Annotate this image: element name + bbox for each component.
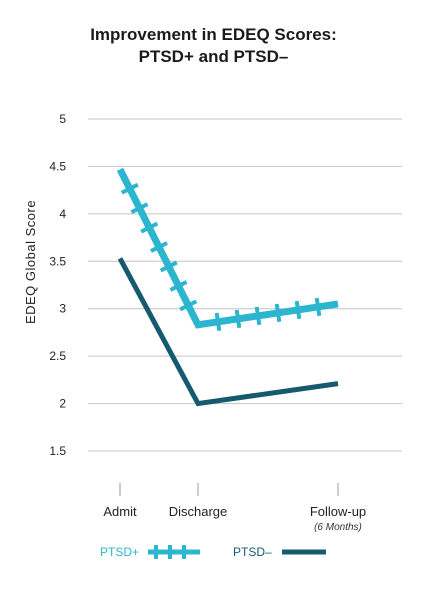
cross-marker xyxy=(120,182,139,195)
y-tick-label: 5 xyxy=(59,112,66,126)
chart-title-line-2: PTSD+ and PTSD– xyxy=(138,47,289,66)
series-markers xyxy=(120,182,198,312)
chart-title: Improvement in EDEQ Scores: PTSD+ and PT… xyxy=(0,24,427,68)
series-line-ptsd-minus xyxy=(117,257,339,407)
series-lines xyxy=(116,167,339,407)
cross-marker xyxy=(214,312,222,332)
y-tick-label: 4 xyxy=(59,207,66,221)
cross-marker xyxy=(234,309,242,329)
series-line-ptsd-plus xyxy=(116,167,339,329)
y-tick-label: 2.5 xyxy=(49,349,66,363)
cross-marker xyxy=(314,297,322,317)
cross-marker xyxy=(140,221,159,234)
x-tick-label: Follow-up xyxy=(310,504,366,519)
cross-marker xyxy=(130,202,149,214)
y-tick-label: 3 xyxy=(59,302,66,316)
x-tick-label: Discharge xyxy=(169,504,228,519)
y-tick-label: 3.5 xyxy=(49,254,66,268)
cross-marker xyxy=(159,260,178,273)
cross-marker xyxy=(169,280,188,292)
cross-marker xyxy=(150,241,168,253)
y-tick-label: 2 xyxy=(59,397,66,411)
legend-label-ptsd-plus: PTSD+ xyxy=(100,545,139,559)
cross-marker xyxy=(254,306,262,326)
y-axis-title: EDEQ Global Score xyxy=(23,200,38,324)
x-axis-ticks: Admit Discharge Follow-up (6 Months) xyxy=(103,483,366,533)
cross-marker xyxy=(274,303,282,323)
cross-marker xyxy=(179,299,198,312)
legend-label-ptsd-minus: PTSD– xyxy=(233,545,272,559)
cross-marker xyxy=(294,300,302,320)
x-tick-sublabel: (6 Months) xyxy=(314,522,362,533)
x-tick-label: Admit xyxy=(103,504,137,519)
y-axis-ticks: 5 4.5 4 3.5 3 2.5 2 1.5 xyxy=(49,112,66,458)
chart-title-line-1: Improvement in EDEQ Scores: xyxy=(90,25,337,44)
y-tick-label: 4.5 xyxy=(49,159,66,173)
y-tick-label: 1.5 xyxy=(49,444,66,458)
legend: PTSD+ PTSD– xyxy=(100,545,326,559)
series-markers xyxy=(214,297,322,332)
